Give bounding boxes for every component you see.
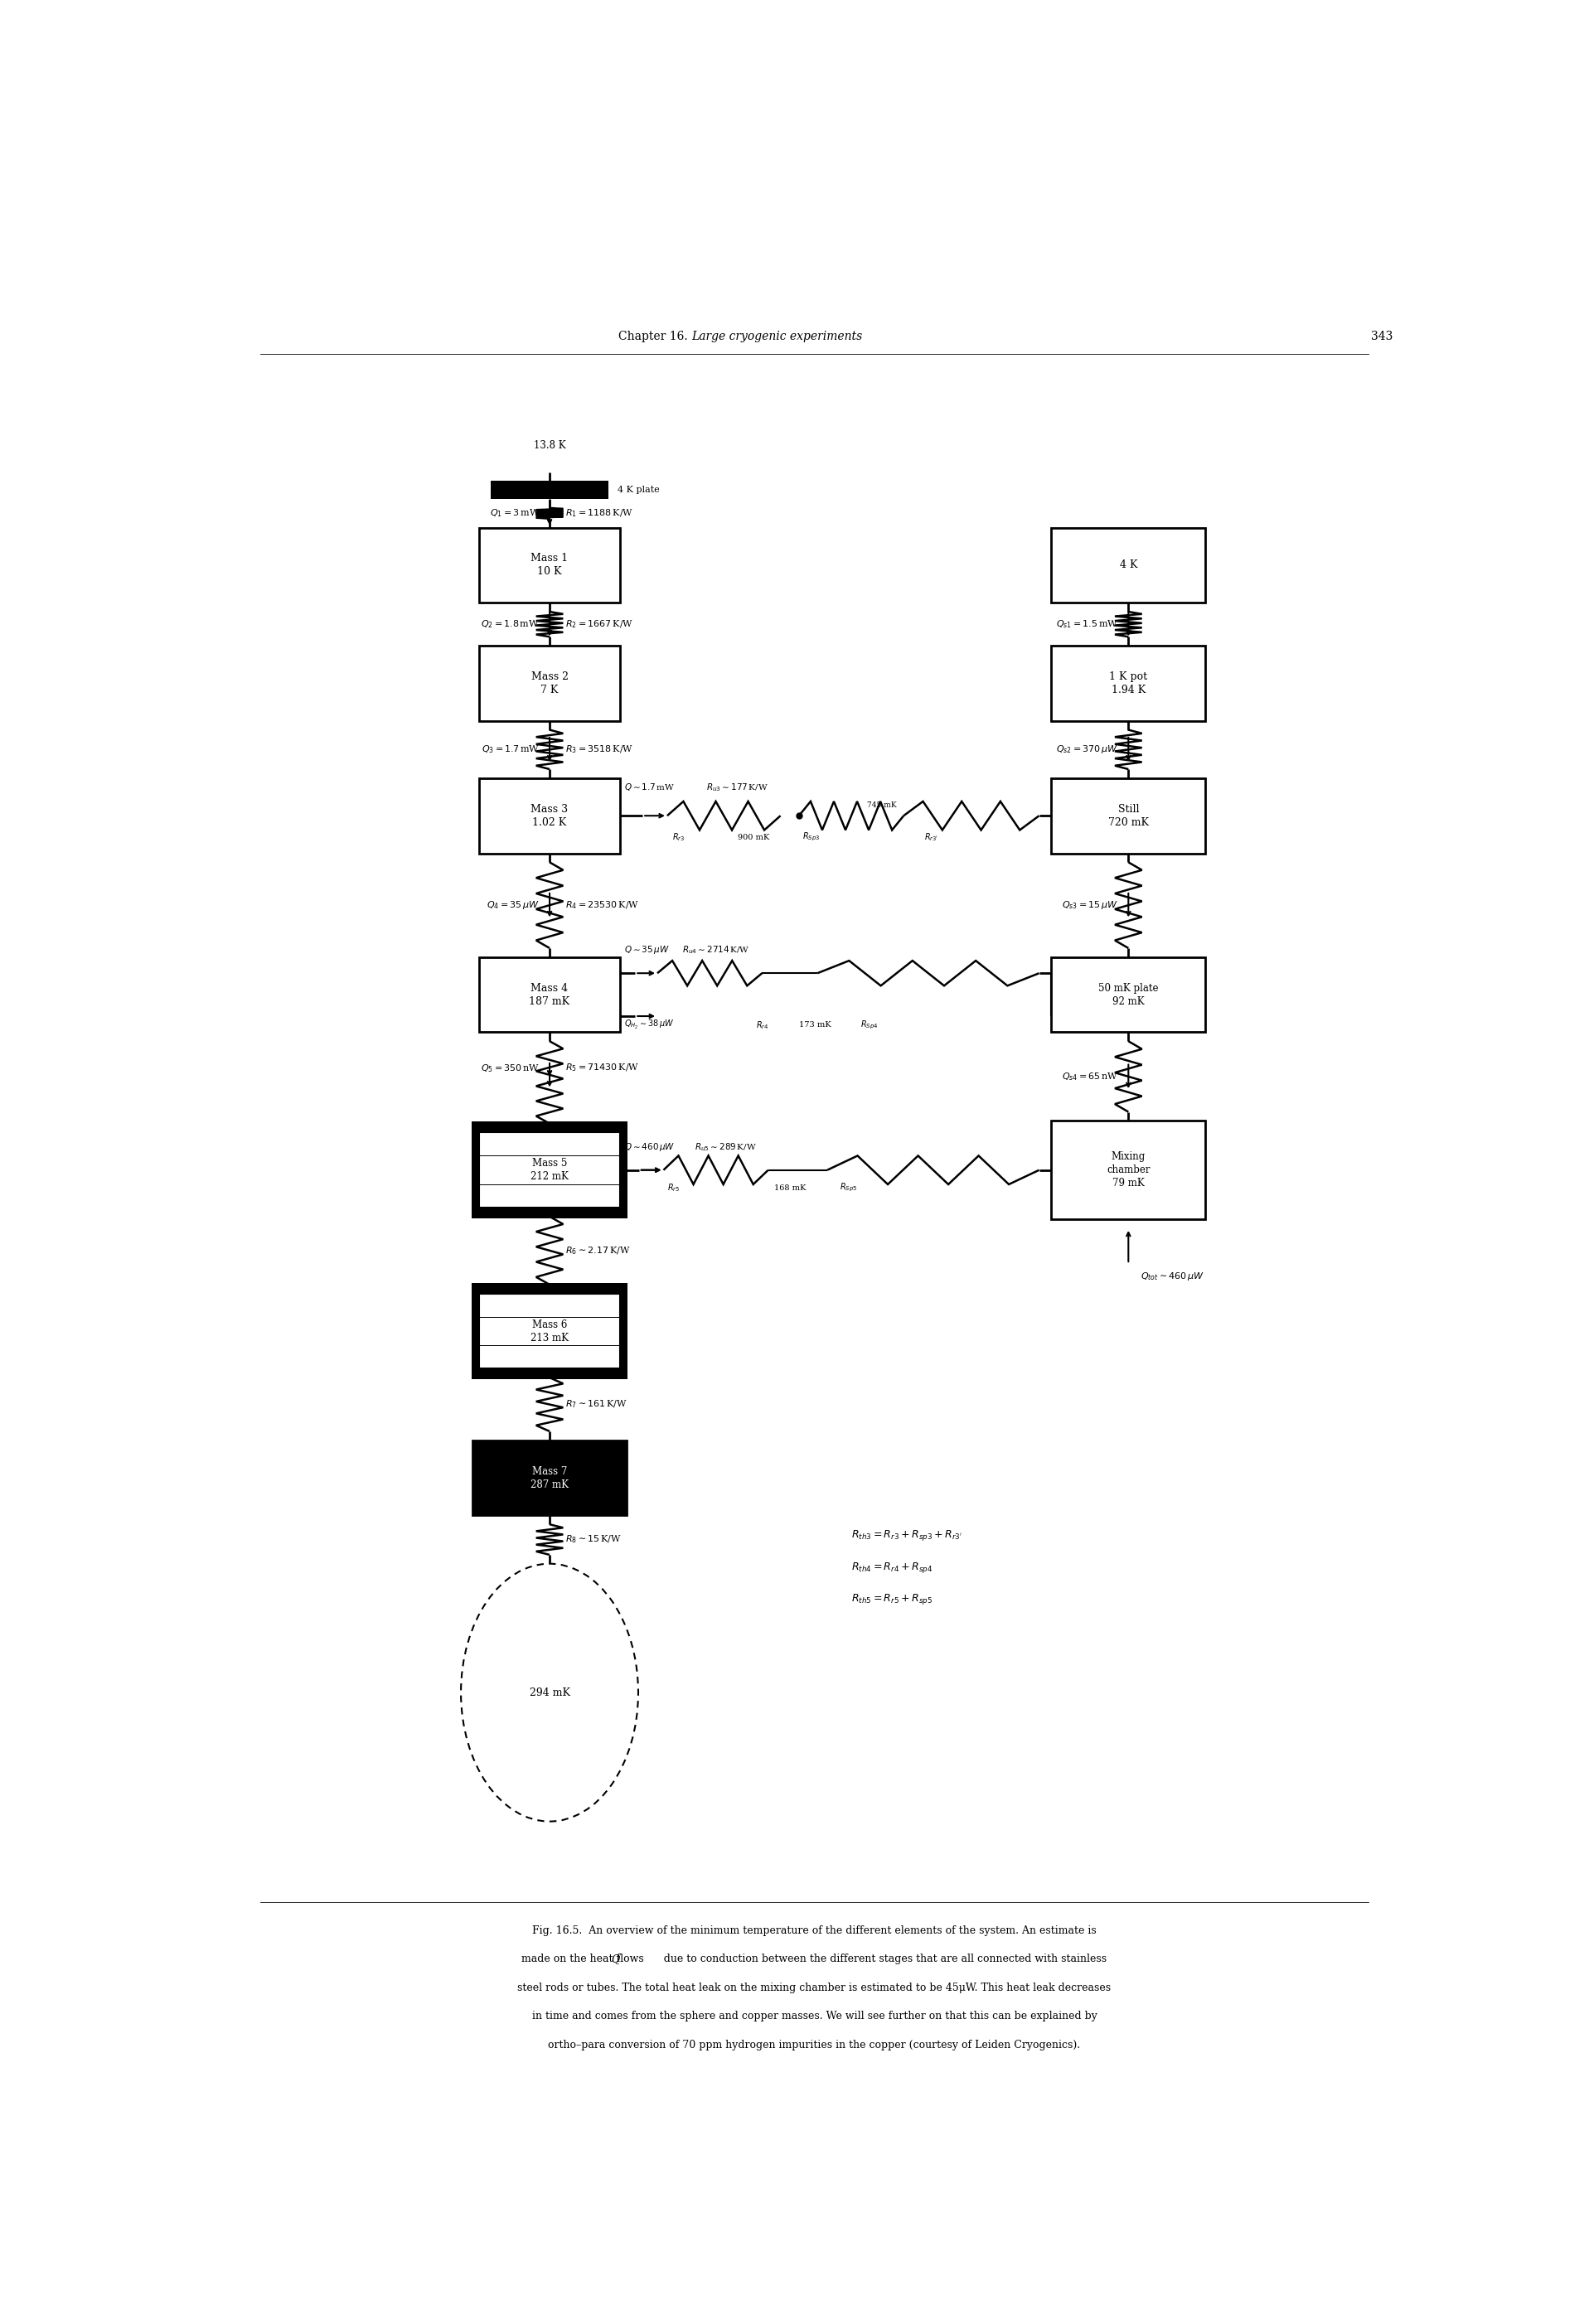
Text: $R_{u3} \sim 177\,$K/W: $R_{u3} \sim 177\,$K/W xyxy=(707,781,769,792)
Text: $R_{r4}$: $R_{r4}$ xyxy=(756,1020,769,1032)
Text: $R_{r5}$: $R_{r5}$ xyxy=(667,1183,680,1195)
Text: Chapter 16.: Chapter 16. xyxy=(618,330,691,342)
Text: Mass 6
213 mK: Mass 6 213 mK xyxy=(531,1320,569,1343)
Text: Q: Q xyxy=(612,1954,620,1964)
Text: $R_8 \sim 15\,$K/W: $R_8 \sim 15\,$K/W xyxy=(566,1534,621,1545)
FancyBboxPatch shape xyxy=(478,957,620,1032)
FancyBboxPatch shape xyxy=(472,1283,628,1380)
Text: $Q_5 = 350\,$nW: $Q_5 = 350\,$nW xyxy=(480,1062,540,1074)
Text: $Q_{s1} = 1.5\,$mW: $Q_{s1} = 1.5\,$mW xyxy=(1057,618,1119,630)
Text: $R_1 = 1188\,$K/W: $R_1 = 1188\,$K/W xyxy=(566,507,634,518)
Text: $Q \sim 35\,\mu W$: $Q \sim 35\,\mu W$ xyxy=(624,944,669,955)
Text: Large cryogenic experiments: Large cryogenic experiments xyxy=(691,330,863,342)
Text: steel rods or tubes. The total heat leak on the mixing chamber is estimated to b: steel rods or tubes. The total heat leak… xyxy=(518,1982,1111,1994)
Text: $R_{Sp3}$: $R_{Sp3}$ xyxy=(802,832,820,844)
Text: 4 K plate: 4 K plate xyxy=(618,486,659,495)
Text: $R_5 = 71430\,$K/W: $R_5 = 71430\,$K/W xyxy=(566,1062,640,1074)
Text: $Q_{H_2} \sim 38\,\mu W$: $Q_{H_2} \sim 38\,\mu W$ xyxy=(624,1018,674,1032)
Text: $R_{u4} \sim 2714\,$K/W: $R_{u4} \sim 2714\,$K/W xyxy=(682,944,750,955)
Text: 343: 343 xyxy=(1371,330,1394,342)
Text: Fig. 16.5.  An overview of the minimum temperature of the different elements of : Fig. 16.5. An overview of the minimum te… xyxy=(532,1924,1096,1936)
FancyBboxPatch shape xyxy=(478,646,620,720)
Text: $R_{Sp4}$: $R_{Sp4}$ xyxy=(861,1020,879,1032)
Text: $Q \sim 460\,\mu W$: $Q \sim 460\,\mu W$ xyxy=(624,1141,675,1153)
Text: 4 K: 4 K xyxy=(1120,560,1138,572)
Text: ortho–para conversion of 70 ppm hydrogen impurities in the copper (courtesy of L: ortho–para conversion of 70 ppm hydrogen… xyxy=(548,2040,1081,2050)
Text: $Q_{s4} = 65\,$nW: $Q_{s4} = 65\,$nW xyxy=(1061,1071,1119,1083)
FancyBboxPatch shape xyxy=(491,481,609,500)
Text: Mass 5
212 mK: Mass 5 212 mK xyxy=(531,1157,569,1183)
Text: $R_{r3}$: $R_{r3}$ xyxy=(672,832,685,844)
Text: $R_6 \sim 2.17\,$K/W: $R_6 \sim 2.17\,$K/W xyxy=(566,1246,631,1257)
Text: $R_{th4} = R_{r4} + R_{sp4}$: $R_{th4} = R_{r4} + R_{sp4}$ xyxy=(852,1559,933,1573)
Text: $Q_{s3} = 15\,\mu W$: $Q_{s3} = 15\,\mu W$ xyxy=(1061,899,1119,911)
FancyBboxPatch shape xyxy=(1052,528,1206,602)
FancyBboxPatch shape xyxy=(478,779,620,853)
Text: Mass 2
7 K: Mass 2 7 K xyxy=(531,672,569,695)
Text: in time and comes from the sphere and copper masses. We will see further on that: in time and comes from the sphere and co… xyxy=(532,2010,1096,2022)
Text: $R_3 = 3518\,$K/W: $R_3 = 3518\,$K/W xyxy=(566,744,634,755)
Text: $Q_1 = 3\,$mW: $Q_1 = 3\,$mW xyxy=(489,507,540,518)
Text: 173 mK: 173 mK xyxy=(799,1020,831,1030)
Text: $Q_2 = 1.8\,$mW: $Q_2 = 1.8\,$mW xyxy=(481,618,540,630)
Text: $R_2 = 1667\,$K/W: $R_2 = 1667\,$K/W xyxy=(566,618,634,630)
Text: $R_{th3} = R_{r3} + R_{sp3} + R_{r3'}$: $R_{th3} = R_{r3} + R_{sp3} + R_{r3'}$ xyxy=(852,1529,963,1543)
FancyBboxPatch shape xyxy=(1052,1120,1206,1220)
Text: 13.8 K: 13.8 K xyxy=(534,439,566,451)
Text: $Q_3 = 1.7\,$mW: $Q_3 = 1.7\,$mW xyxy=(481,744,540,755)
FancyBboxPatch shape xyxy=(472,1122,628,1218)
FancyBboxPatch shape xyxy=(1052,646,1206,720)
Text: 168 mK: 168 mK xyxy=(774,1185,806,1192)
Text: $R_{u5} \sim 289\,$K/W: $R_{u5} \sim 289\,$K/W xyxy=(694,1141,756,1153)
Text: Mass 4
187 mK: Mass 4 187 mK xyxy=(529,983,570,1006)
Text: Mixing
chamber
79 mK: Mixing chamber 79 mK xyxy=(1106,1150,1150,1188)
Text: made on the heat flows      due to conduction between the different stages that : made on the heat flows due to conduction… xyxy=(521,1954,1108,1964)
Text: $Q \sim 1.7\,$mW: $Q \sim 1.7\,$mW xyxy=(624,781,674,792)
FancyBboxPatch shape xyxy=(1052,779,1206,853)
FancyBboxPatch shape xyxy=(1052,957,1206,1032)
Text: Mass 3
1.02 K: Mass 3 1.02 K xyxy=(531,804,569,827)
Text: $R_{th5} = R_{r5} + R_{sp5}$: $R_{th5} = R_{r5} + R_{sp5}$ xyxy=(852,1592,933,1606)
Text: 745 mK: 745 mK xyxy=(866,802,896,809)
Text: Still
720 mK: Still 720 mK xyxy=(1108,804,1149,827)
FancyBboxPatch shape xyxy=(478,528,620,602)
Text: 900 mK: 900 mK xyxy=(737,834,769,841)
Text: Mass 7
287 mK: Mass 7 287 mK xyxy=(531,1466,569,1490)
FancyBboxPatch shape xyxy=(472,1441,626,1515)
Text: 294 mK: 294 mK xyxy=(529,1687,570,1699)
Text: $R_{Sp5}$: $R_{Sp5}$ xyxy=(839,1183,856,1195)
FancyBboxPatch shape xyxy=(478,1132,620,1208)
Text: 50 mK plate
92 mK: 50 mK plate 92 mK xyxy=(1098,983,1158,1006)
Circle shape xyxy=(461,1564,639,1822)
Text: $R_4 = 23530\,$K/W: $R_4 = 23530\,$K/W xyxy=(566,899,640,911)
Text: $Q_{tot} \sim 460\,\mu W$: $Q_{tot} \sim 460\,\mu W$ xyxy=(1141,1271,1204,1283)
Text: Mass 7
287 mK: Mass 7 287 mK xyxy=(531,1466,569,1490)
Text: $R_7 \sim 161\,$K/W: $R_7 \sim 161\,$K/W xyxy=(566,1399,628,1411)
FancyBboxPatch shape xyxy=(478,1294,620,1369)
Text: $R_{r3'}$: $R_{r3'}$ xyxy=(925,832,939,844)
Text: Mass 1
10 K: Mass 1 10 K xyxy=(531,553,569,576)
Text: $Q_{s2} = 370\,\mu W$: $Q_{s2} = 370\,\mu W$ xyxy=(1057,744,1119,755)
Text: $Q_4 = 35\,\mu W$: $Q_4 = 35\,\mu W$ xyxy=(486,899,540,911)
Text: 1 K pot
1.94 K: 1 K pot 1.94 K xyxy=(1109,672,1147,695)
